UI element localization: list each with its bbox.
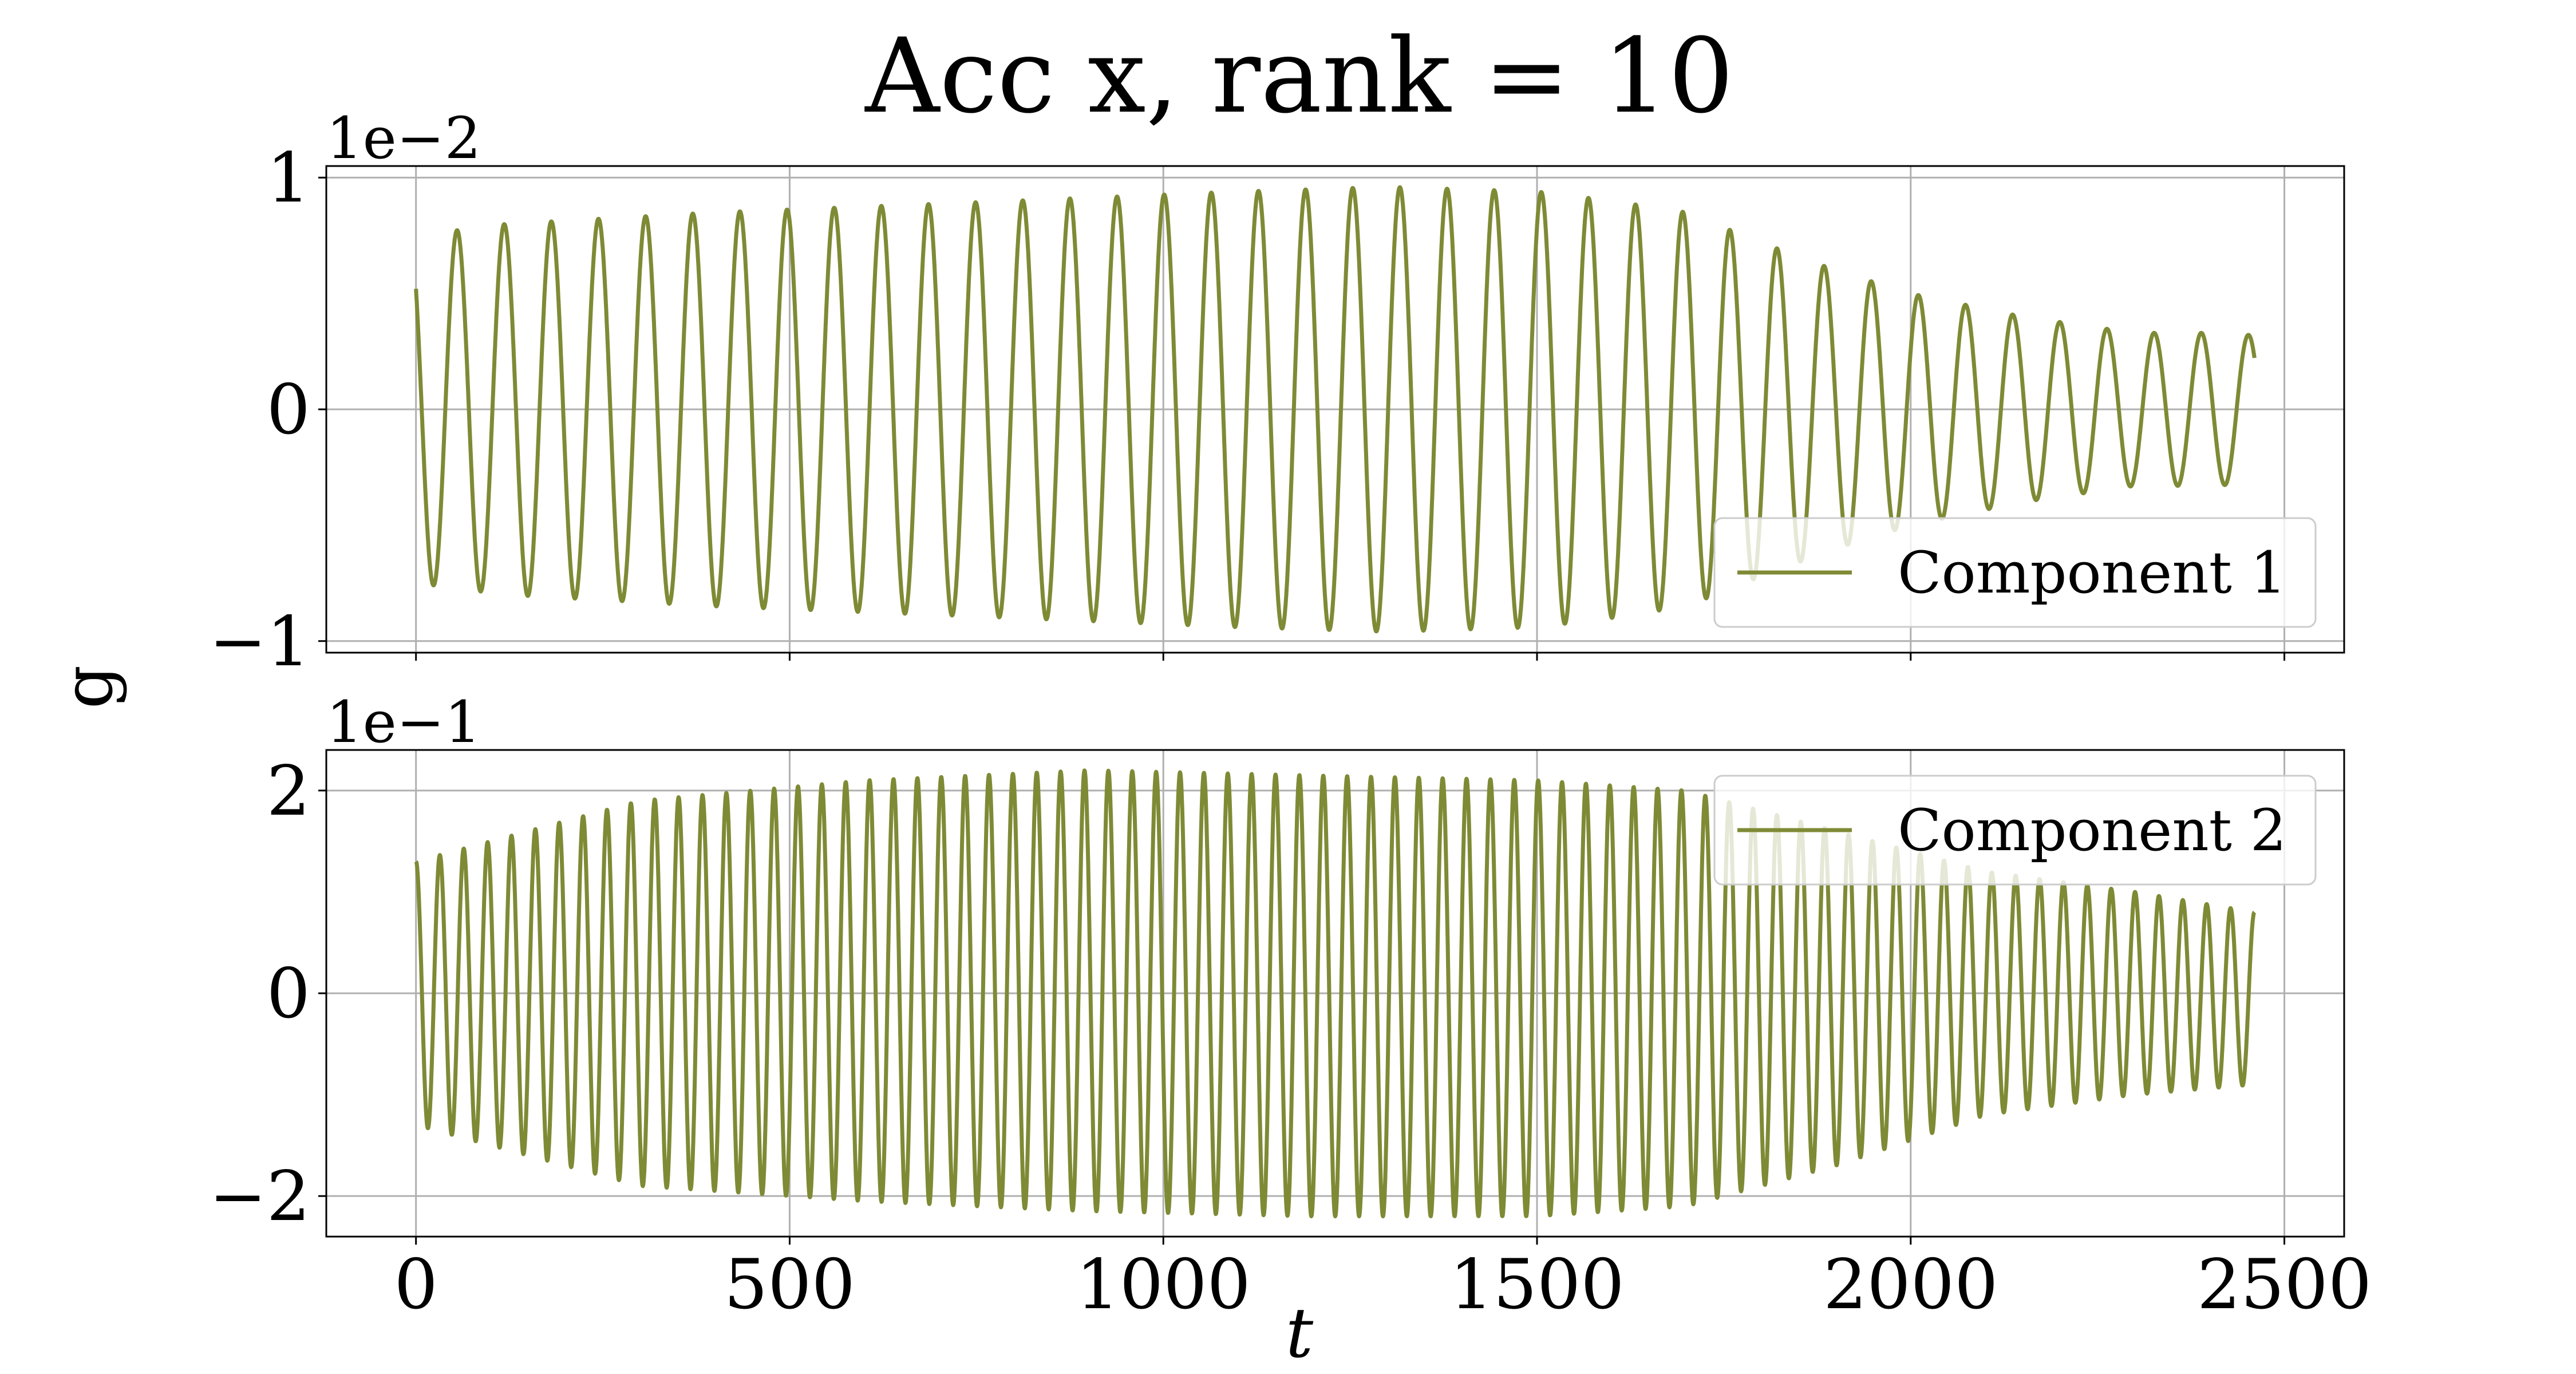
x-axis-label: t: [1286, 1294, 1314, 1373]
series-line-1: [414, 185, 2257, 634]
y-offset-label: 1e−1: [326, 689, 481, 756]
y-offset-label: 1e−2: [326, 105, 481, 172]
legend-label: Component 2: [1898, 797, 2286, 864]
x-tick-label-0: 0: [394, 1245, 437, 1325]
legend-box: [1713, 517, 2317, 628]
legend-box: [1713, 775, 2317, 886]
y-axis-label: g: [49, 665, 128, 709]
y-tick-label-2: 2: [267, 752, 310, 831]
y-tick-label-0: −2: [209, 1157, 310, 1237]
y-tick-label-2: 1: [267, 139, 310, 218]
x-tick-label-1: 500: [724, 1245, 855, 1325]
legend: Component 1: [1713, 517, 2317, 628]
x-tick-label-4: 2000: [1823, 1245, 1998, 1325]
x-tick-label-3: 1500: [1449, 1245, 1624, 1325]
legend-label: Component 1: [1898, 539, 2286, 606]
y-tick-label-1: 0: [267, 370, 310, 450]
y-tick-label-1: 0: [267, 954, 310, 1034]
legend: Component 2: [1713, 775, 2317, 886]
y-tick-label-0: −1: [209, 602, 310, 682]
x-tick-label-5: 2500: [2197, 1245, 2372, 1325]
series-line-2: [414, 768, 2257, 1219]
x-tick-label-2: 1000: [1076, 1245, 1251, 1325]
panel-component-1: −1 0 11e−2 Component 1: [209, 105, 2345, 682]
grid-lines: [326, 166, 2344, 653]
panel-component-2: 0 500 1000 1500 2000 2500 −2 0 21e−1 Component 2: [209, 689, 2372, 1325]
chart-title: Acc x, rank = 10: [864, 17, 1733, 136]
